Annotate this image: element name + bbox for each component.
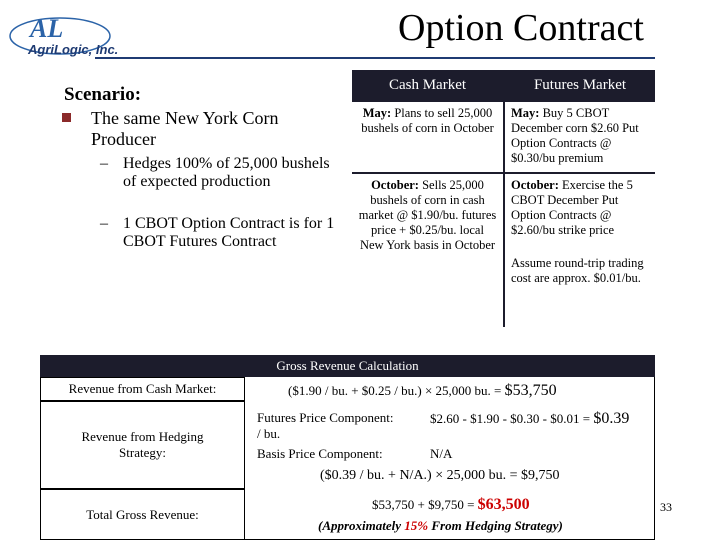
scenario-bullet: The same New York Corn Producer <box>91 108 279 149</box>
revenue-title: Gross Revenue Calculation <box>40 355 655 377</box>
logo-name: AgriLogic, Inc. <box>28 42 119 57</box>
row-label: Revenue from Hedging Strategy: <box>40 401 245 489</box>
futures-label: Futures Price Component: <box>257 410 394 425</box>
futures-result: $0.39 <box>593 410 630 427</box>
cell: May: Buy 5 CBOT December corn $2.60 Put … <box>505 102 655 172</box>
cell-note: Assume round-trip trading cost are appro… <box>511 256 644 285</box>
cell-label: May: <box>511 106 540 120</box>
note-text: (Approximately <box>318 518 402 533</box>
total-result: $63,500 <box>477 496 530 513</box>
market-table: Cash Market Futures Market May: Plans to… <box>352 70 655 327</box>
cell-text: Sells 25,000 bushels of corn in cash mar… <box>358 178 497 252</box>
total-note: (Approximately 15% From Hedging Strategy… <box>318 518 563 534</box>
futures-unit: / bu. <box>257 426 281 441</box>
note-highlight: 15% <box>404 518 429 533</box>
logo-mark: AL <box>30 14 64 43</box>
row-label: Total Gross Revenue: <box>40 489 245 540</box>
cell-label: October: <box>371 178 419 192</box>
column-header: Cash Market <box>388 76 467 93</box>
basis-value: N/A <box>430 446 453 461</box>
cell-text: Plans to sell 25,000 bushels of corn in … <box>361 106 494 135</box>
cell-text: Exercise the 5 CBOT December Put Option … <box>511 178 633 237</box>
sub-bullet: Hedges 100% of 25,000 bushels of expecte… <box>123 155 330 190</box>
total-formula: $53,750 + $9,750 = <box>372 497 475 512</box>
dash: – <box>100 155 108 172</box>
page-number: 33 <box>660 500 672 514</box>
title: Option Contract <box>398 7 644 49</box>
formula: ($1.90 / bu. + $0.25 / bu.) × 25,000 bu.… <box>288 382 557 400</box>
formula: $2.60 - $1.90 - $0.30 - $0.01 = $0.39 <box>430 410 629 428</box>
logo-swoosh <box>9 17 111 55</box>
column-header: Futures Market <box>533 76 627 93</box>
basis-label: Basis Price Component: <box>257 446 383 461</box>
cell-label: May: <box>362 106 392 120</box>
futures-formula: $2.60 - $1.90 - $0.30 - $0.01 = <box>430 411 591 426</box>
cell: May: Plans to sell 25,000 bushels of cor… <box>352 102 503 172</box>
sub-bullet: 1 CBOT Option Contract is for 1 CBOT Fut… <box>123 215 335 250</box>
row-label: Revenue from Cash Market: <box>40 377 245 401</box>
hedging-formula: ($0.39 / bu. + N/A.) × 25,000 bu. = $9,7… <box>320 468 560 483</box>
cell-text: Buy 5 CBOT December corn $2.60 Put Optio… <box>511 106 639 165</box>
note-text: From Hedging Strategy) <box>431 518 563 533</box>
cell: October: Exercise the 5 CBOT December Pu… <box>505 174 655 327</box>
cell-label: October: <box>511 178 559 192</box>
scenario-heading: Scenario: <box>64 84 142 105</box>
cell: October: Sells 25,000 bushels of corn in… <box>352 174 503 327</box>
bullet <box>62 113 71 122</box>
formula: $53,750 + $9,750 = $63,500 <box>372 496 530 514</box>
cash-formula: ($1.90 / bu. + $0.25 / bu.) × 25,000 bu.… <box>288 383 502 398</box>
dash: – <box>100 215 108 232</box>
cash-result: $53,750 <box>504 382 557 399</box>
